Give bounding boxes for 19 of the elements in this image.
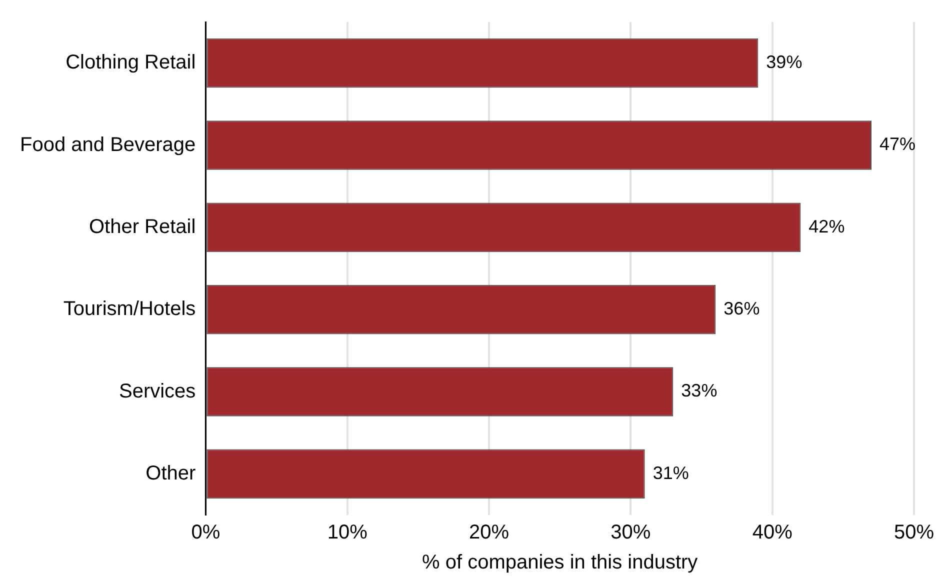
x-tick-label: 10% xyxy=(327,522,368,544)
data-label: 42% xyxy=(808,216,845,236)
data-label: 33% xyxy=(681,380,718,401)
y-tick-label: Services xyxy=(118,380,196,402)
y-tick-label: Other Retail xyxy=(88,216,196,238)
y-tick-label: Food and Beverage xyxy=(20,134,196,156)
data-label: 39% xyxy=(766,52,802,72)
data-label: 47% xyxy=(880,134,916,154)
x-tick-label: 0% xyxy=(191,522,220,544)
x-tick-label: 50% xyxy=(894,522,934,544)
data-label: 31% xyxy=(652,462,689,483)
x-tick-label: 30% xyxy=(610,522,651,544)
y-tick-label: Tourism/Hotels xyxy=(63,298,196,320)
x-axis-title: % of companies in this industry xyxy=(422,552,698,574)
y-tick-label: Other xyxy=(146,462,196,484)
data-label: 36% xyxy=(724,298,760,319)
x-tick-label: 20% xyxy=(468,522,510,544)
y-tick-label: Clothing Retail xyxy=(66,52,196,74)
x-tick-label: 40% xyxy=(752,522,793,544)
